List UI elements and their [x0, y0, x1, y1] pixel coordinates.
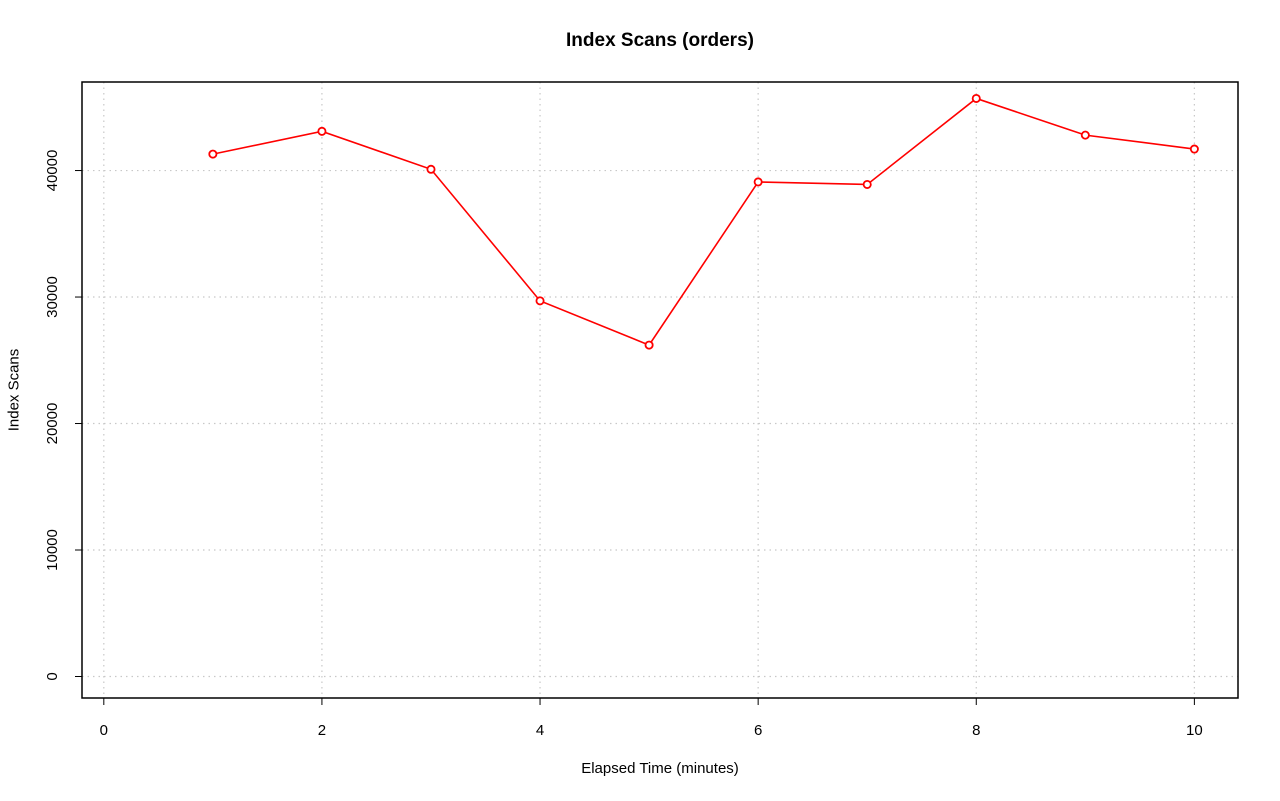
data-point	[426, 164, 436, 174]
y-tick-label: 40000	[44, 150, 61, 192]
x-tick-label: 8	[972, 722, 980, 739]
data-point	[535, 296, 545, 306]
data-point	[644, 340, 654, 350]
grid	[82, 82, 1238, 698]
data-point	[971, 93, 981, 103]
x-tick-label: 2	[318, 722, 326, 739]
y-tick-label: 30000	[44, 276, 61, 318]
chart-title: Index Scans (orders)	[566, 30, 754, 51]
x-tick-label: 4	[536, 722, 544, 739]
data-point	[317, 126, 327, 136]
series	[208, 93, 1199, 350]
data-point	[1189, 144, 1199, 154]
plot-frame	[81, 81, 1239, 699]
x-tick-label: 6	[754, 722, 762, 739]
data-point	[753, 177, 763, 187]
data-point	[1080, 130, 1090, 140]
x-tick-label: 0	[100, 722, 108, 739]
y-axis: 0 10000 20000 30000 40000	[44, 150, 83, 681]
y-tick-label: 0	[44, 672, 61, 680]
data-point	[862, 179, 872, 189]
y-tick-label: 10000	[44, 529, 61, 571]
y-tick-label: 20000	[44, 403, 61, 445]
x-axis: 0 2 4 6 8 10	[100, 697, 1203, 739]
series-line	[212, 97, 1195, 347]
x-tick-label: 10	[1186, 722, 1203, 739]
data-point	[208, 149, 218, 159]
x-axis-label: Elapsed Time (minutes)	[581, 760, 739, 777]
